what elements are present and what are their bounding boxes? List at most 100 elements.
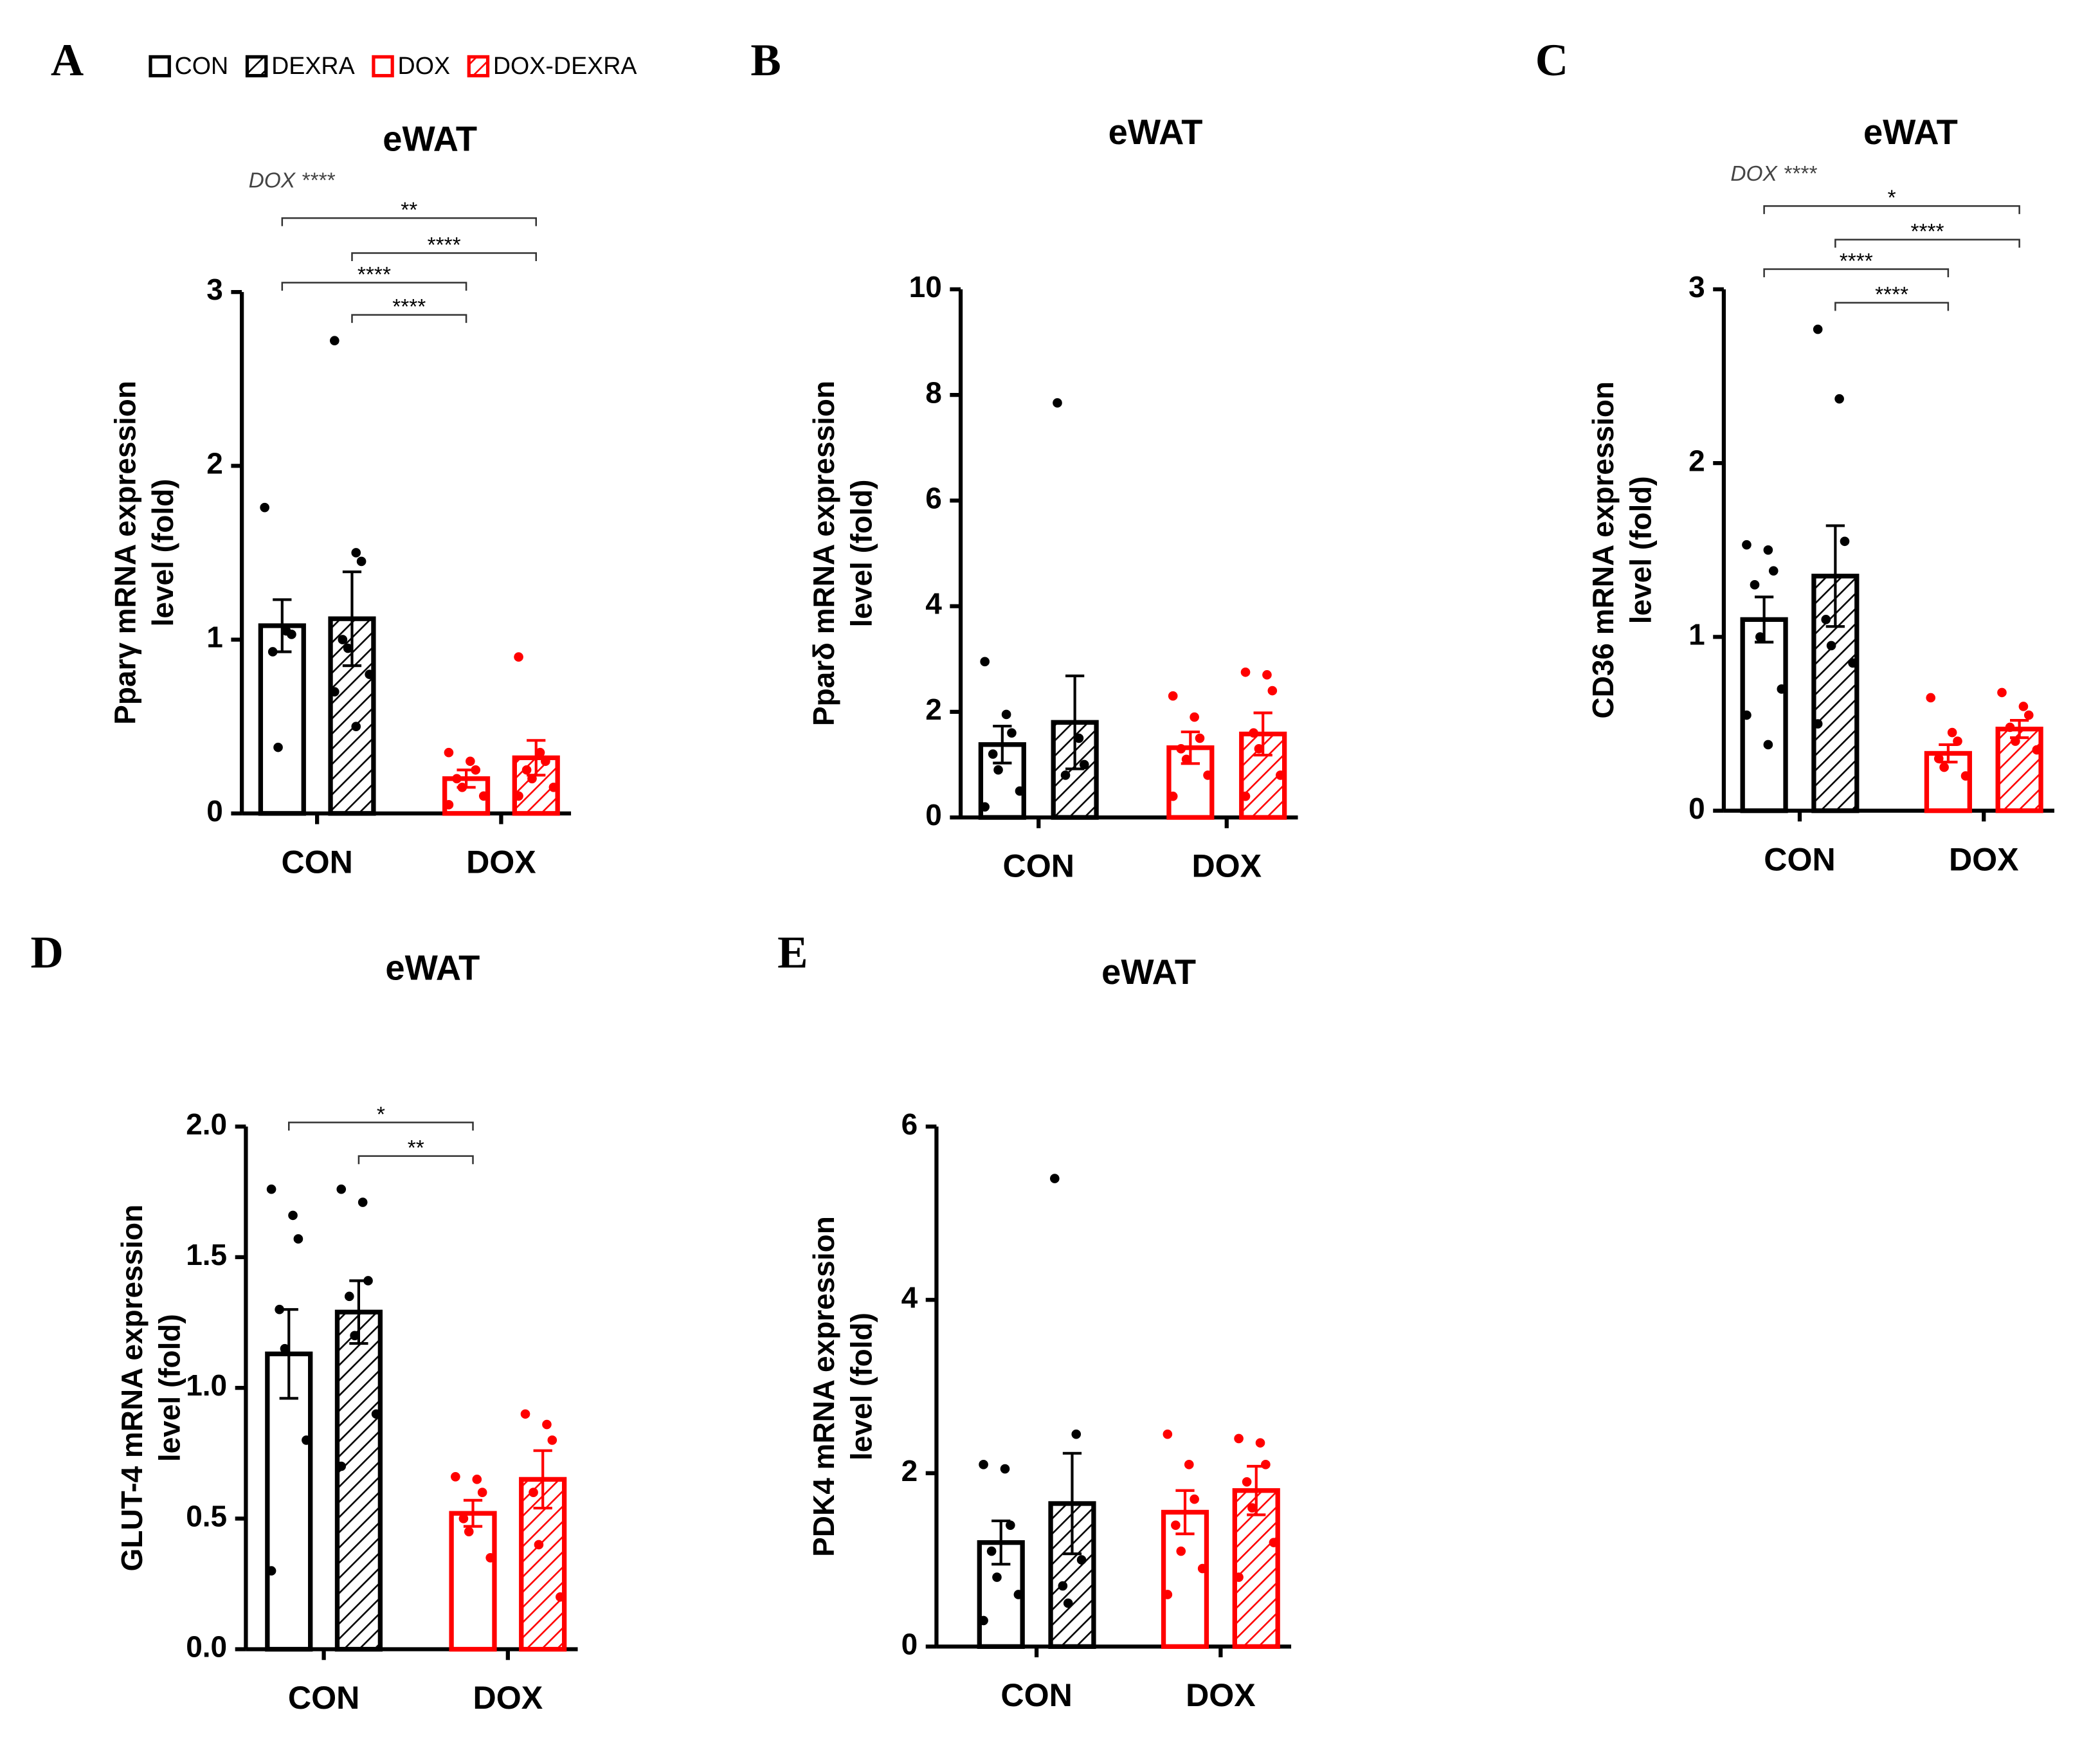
data-point xyxy=(273,742,283,752)
data-point xyxy=(514,652,523,662)
data-point xyxy=(336,1461,347,1471)
data-point xyxy=(1184,1460,1194,1469)
data-point xyxy=(556,1592,565,1602)
data-point xyxy=(1053,398,1062,408)
y-axis-label: level (fold) xyxy=(845,1313,878,1460)
data-point xyxy=(356,556,367,567)
y-axis-label: level (fold) xyxy=(146,479,179,627)
chart-title: eWAT xyxy=(1863,113,1958,152)
panel-letter: D xyxy=(30,928,63,978)
error-bar xyxy=(991,1519,1011,1566)
significance-label: ** xyxy=(401,199,417,223)
y-tick-label: 2 xyxy=(925,693,942,726)
significance-label: **** xyxy=(358,263,391,287)
bar xyxy=(1048,1501,1096,1650)
data-point xyxy=(1777,684,1787,694)
data-point xyxy=(1195,733,1205,743)
data-point xyxy=(535,747,545,758)
data-point xyxy=(1240,667,1251,677)
significance-label: **** xyxy=(392,295,426,319)
y-tick-label: 4 xyxy=(901,1280,918,1314)
data-point xyxy=(1240,791,1251,801)
y-tick-label: 2 xyxy=(1688,444,1705,477)
legend-swatch xyxy=(149,55,171,78)
data-point xyxy=(343,643,353,653)
data-point xyxy=(1269,1538,1279,1547)
legend-label: DEXRA xyxy=(271,52,355,79)
data-point xyxy=(280,1343,290,1354)
significance-bracket xyxy=(1834,302,1950,311)
significance-bracket xyxy=(1763,205,2020,214)
data-point xyxy=(350,1331,359,1341)
data-point xyxy=(1000,1464,1010,1474)
data-point xyxy=(979,1615,988,1626)
data-point xyxy=(2011,736,2020,746)
data-point xyxy=(992,1572,1002,1582)
significance-label: ** xyxy=(408,1136,424,1160)
data-point xyxy=(529,1487,538,1498)
data-point xyxy=(521,765,532,775)
significance-bracket xyxy=(1763,268,1950,278)
data-point xyxy=(1079,759,1089,770)
y-tick-label: 2 xyxy=(206,446,223,480)
data-point xyxy=(371,1409,381,1419)
data-point xyxy=(1190,1494,1199,1504)
y-axis-label: level (fold) xyxy=(845,480,878,628)
data-point xyxy=(444,800,454,810)
data-point xyxy=(980,802,990,812)
x-tick-label: CON xyxy=(1003,848,1074,884)
data-point xyxy=(288,1210,298,1221)
data-point xyxy=(275,1304,284,1314)
data-point xyxy=(1755,632,1765,642)
data-point xyxy=(980,657,990,667)
bar xyxy=(258,623,306,816)
data-point xyxy=(1742,540,1752,550)
data-point xyxy=(1254,744,1264,754)
data-point xyxy=(485,1552,496,1563)
y-tick-label: 0 xyxy=(206,794,223,828)
legend-swatch xyxy=(372,55,394,78)
data-point xyxy=(1176,744,1186,754)
data-point xyxy=(1763,740,1773,750)
significance-label: * xyxy=(1888,186,1896,210)
x-tick-label: DOX xyxy=(1949,841,2019,877)
data-point xyxy=(547,1435,557,1445)
y-tick-label: 1.5 xyxy=(186,1238,227,1271)
data-point xyxy=(1997,687,2007,698)
data-point xyxy=(344,1291,354,1302)
significance-bracket xyxy=(358,1155,474,1165)
data-point xyxy=(1076,1555,1087,1565)
y-tick-label: 4 xyxy=(925,587,942,621)
data-point xyxy=(458,1514,469,1523)
data-point xyxy=(1276,770,1285,780)
data-point xyxy=(527,774,537,784)
y-tick-label: 0 xyxy=(1688,792,1705,825)
x-tick-label: DOX xyxy=(466,844,536,880)
data-point xyxy=(1261,1460,1271,1469)
x-tick-label: CON xyxy=(1764,841,1835,877)
data-point xyxy=(1176,1546,1186,1556)
significance-label: * xyxy=(377,1103,385,1127)
y-tick-label: 8 xyxy=(925,376,942,409)
significance-label: **** xyxy=(1840,250,1873,273)
y-tick-label: 1 xyxy=(206,621,223,654)
significance-bracket xyxy=(1834,239,2020,248)
data-point xyxy=(336,1184,347,1194)
data-point xyxy=(1234,1572,1244,1582)
data-point xyxy=(287,630,296,639)
data-point xyxy=(1953,736,1962,746)
data-point xyxy=(351,548,361,558)
data-point xyxy=(1171,1520,1181,1530)
data-point xyxy=(979,1460,988,1469)
y-tick-label: 3 xyxy=(1688,270,1705,304)
data-point xyxy=(988,749,998,759)
y-axis-label: level (fold) xyxy=(1624,476,1658,624)
panel-letter: E xyxy=(777,928,808,978)
data-point xyxy=(1813,324,1823,334)
data-point xyxy=(451,1471,460,1482)
annotation: DOX **** xyxy=(249,169,336,193)
data-point xyxy=(1848,658,1858,668)
data-point xyxy=(472,1475,482,1484)
data-point xyxy=(266,1184,276,1194)
data-point xyxy=(1813,719,1823,729)
